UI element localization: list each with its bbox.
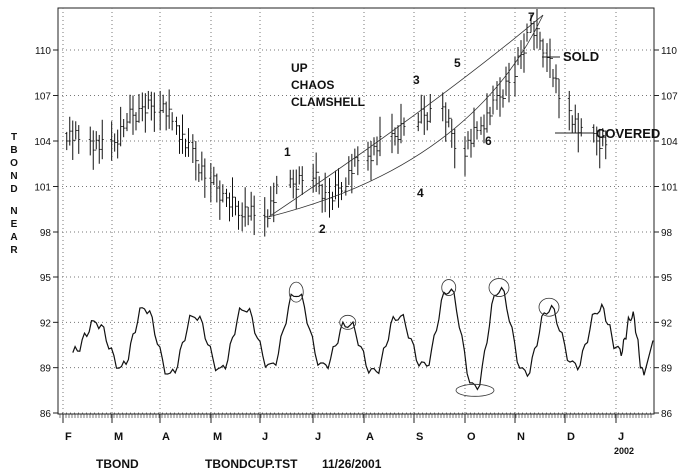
- upper-trendline: [268, 14, 544, 218]
- left-axis-ticks: 110 107 104 101 98 95 92 89 86: [34, 46, 58, 420]
- point-label-6: 6: [485, 134, 492, 148]
- month-label: J: [262, 431, 268, 443]
- point-label-5: 5: [454, 56, 461, 70]
- y-tick-label-right: 98: [661, 228, 673, 239]
- month-label: S: [416, 431, 423, 443]
- oscillator-line: [72, 286, 654, 391]
- oscillator-circle: [488, 278, 510, 297]
- y-tick-label-left: 86: [40, 409, 52, 420]
- y-axis-label-letter: A: [10, 232, 17, 243]
- point-label-4: 4: [417, 186, 424, 200]
- point-label-2: 2: [319, 222, 326, 236]
- oscillator-circles: [288, 278, 560, 397]
- pattern-label-up: UP: [291, 61, 308, 75]
- footer-file: TBONDCUP.TST: [205, 457, 298, 471]
- covered-label: COVERED: [596, 126, 660, 141]
- plot-frame: [57, 7, 655, 415]
- clamshell-lines: [268, 14, 544, 218]
- y-tick-label-left: 107: [34, 92, 51, 103]
- y-axis-label-letter: E: [11, 219, 18, 230]
- footer-date: 11/26/2001: [322, 457, 382, 471]
- grid-lines: [58, 8, 654, 414]
- pattern-label-chaos: CHAOS: [291, 78, 334, 92]
- y-tick-label-left: 89: [40, 364, 52, 375]
- month-label: J: [618, 431, 624, 443]
- oscillator-circle: [441, 279, 457, 296]
- y-tick-label-right: 107: [661, 92, 678, 103]
- y-axis-label-letter: D: [10, 184, 17, 195]
- footer-symbol: TBOND: [96, 457, 139, 471]
- month-label: O: [467, 431, 476, 443]
- sold-label: SOLD: [563, 49, 599, 64]
- y-tick-label-right: 95: [661, 273, 673, 284]
- month-label: J: [315, 431, 321, 443]
- year-label: 2002: [614, 446, 634, 456]
- annotations: UP CHAOS CLAMSHELL 1 2 3 4 5 6 7 SOLD CO…: [284, 10, 660, 236]
- y-tick-label-left: 98: [40, 228, 52, 239]
- month-label: N: [517, 431, 525, 443]
- pattern-label-clamshell: CLAMSHELL: [291, 95, 365, 109]
- oscillator-circle: [288, 281, 304, 303]
- month-label: M: [213, 431, 222, 443]
- y-axis-label-letter: B: [10, 145, 17, 156]
- lower-trendline: [268, 14, 544, 218]
- y-tick-label-left: 92: [40, 318, 52, 329]
- y-axis-label-letter: N: [10, 206, 17, 217]
- oscillator-circle: [455, 383, 495, 397]
- month-label: F: [65, 431, 72, 443]
- y-tick-label-right: 89: [661, 364, 673, 375]
- y-tick-label-right: 86: [661, 409, 673, 420]
- y-axis-label-letter: T: [11, 132, 17, 143]
- month-label: A: [162, 431, 170, 443]
- y-tick-label-left: 104: [34, 137, 51, 148]
- oscillator-circle: [538, 297, 560, 317]
- y-tick-label-right: 104: [661, 137, 678, 148]
- month-label: M: [114, 431, 123, 443]
- y-tick-label-right: 101: [661, 183, 678, 194]
- month-label: A: [366, 431, 374, 443]
- y-tick-label-left: 110: [35, 46, 51, 57]
- point-label-7: 7: [528, 10, 535, 24]
- right-axis-ticks: 110 107 104 101 98 95 92 89 86: [654, 46, 678, 420]
- y-tick-label-left: 101: [34, 183, 51, 194]
- y-axis-label-letter: R: [10, 245, 18, 256]
- point-label-1: 1: [284, 145, 291, 159]
- price-bars: [65, 9, 608, 237]
- oscillator-circle: [339, 314, 357, 330]
- month-label: D: [567, 431, 575, 443]
- y-axis-label-letter: O: [10, 158, 18, 169]
- y-tick-label-left: 95: [40, 273, 52, 284]
- y-axis-label-letter: N: [10, 171, 17, 182]
- y-tick-label-right: 92: [661, 318, 673, 329]
- y-tick-label-right: 110: [661, 46, 677, 57]
- point-label-3: 3: [413, 73, 420, 87]
